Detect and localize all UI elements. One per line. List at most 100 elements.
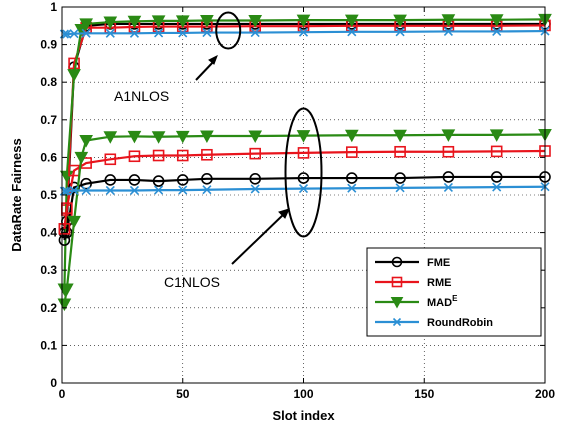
data-point-stroke <box>250 184 260 194</box>
data-point <box>201 173 213 185</box>
data-point <box>127 15 142 29</box>
data-point <box>69 29 79 39</box>
legend-label: RME <box>427 277 451 289</box>
data-point <box>347 183 357 193</box>
data-point <box>347 27 357 37</box>
data-point-stroke <box>202 28 212 38</box>
data-point <box>104 153 117 166</box>
data-point <box>201 148 213 161</box>
data-point <box>344 14 359 28</box>
data-point-stroke <box>492 26 502 37</box>
data-point-stroke <box>105 28 115 38</box>
scenario-group <box>57 13 552 297</box>
data-point-stroke <box>443 182 453 193</box>
data-point <box>489 14 504 27</box>
data-point <box>490 145 503 158</box>
data-point <box>202 185 212 195</box>
data-point <box>492 182 502 192</box>
data-point <box>105 185 115 196</box>
grid <box>62 7 545 383</box>
data-point-stroke <box>392 317 402 327</box>
data-point <box>67 215 81 229</box>
data-point <box>392 317 402 327</box>
ticks: 0 50 100 150 200 0 0.1 0.2 0.3 0.4 0.5 0.6 0.7 0.8 0.9… <box>40 0 555 401</box>
series-roundrobin <box>59 26 550 39</box>
y-tick-label: 0.2 <box>40 301 57 315</box>
data-point <box>58 223 71 235</box>
annotations: A1NLOS C1NLOS <box>114 11 323 290</box>
data-point <box>62 29 72 39</box>
data-point <box>391 256 403 268</box>
annotation-ellipse <box>284 107 323 238</box>
data-point <box>81 28 91 38</box>
series-line <box>64 185 546 193</box>
data-point <box>176 174 189 186</box>
data-point <box>62 186 72 196</box>
data-point <box>296 14 311 28</box>
annotation-label: C1NLOS <box>164 274 220 290</box>
y-tick-label: 0.7 <box>40 113 57 127</box>
series-line <box>63 175 545 241</box>
data-point <box>127 130 142 144</box>
data-point-stroke <box>69 29 79 39</box>
data-point-stroke <box>298 184 309 194</box>
annotation-arrow <box>195 59 216 81</box>
data-point-stroke <box>154 185 164 195</box>
data-point <box>297 147 310 159</box>
data-point <box>202 28 212 38</box>
data-point <box>249 173 261 185</box>
data-point <box>393 14 407 28</box>
data-point <box>151 15 166 28</box>
data-point-stroke <box>395 27 405 37</box>
data-point <box>390 297 404 309</box>
data-point <box>443 182 453 193</box>
legend-label: RoundRobin <box>427 317 493 329</box>
data-point <box>442 171 455 183</box>
x-tick-label: 100 <box>293 387 313 401</box>
data-point <box>248 15 263 28</box>
x-tick-label: 200 <box>535 387 555 401</box>
data-point <box>79 134 93 148</box>
legend-item-rme: RME <box>375 276 451 289</box>
data-point <box>345 146 358 158</box>
data-point-stroke <box>81 28 91 38</box>
legend-label: MADE <box>427 294 458 309</box>
x-tick-label: 50 <box>176 387 190 401</box>
data-point <box>492 26 502 37</box>
data-point <box>391 276 403 288</box>
y-tick-label: 0 <box>50 376 57 390</box>
data-point <box>178 185 188 195</box>
legend-superscript: E <box>452 294 458 303</box>
annotation-arrow <box>231 212 286 265</box>
data-point-stroke <box>347 27 357 37</box>
y-tick-label: 0.3 <box>40 263 57 277</box>
data-point <box>297 172 310 184</box>
legend-label: FME <box>427 257 450 269</box>
data-point <box>154 185 164 195</box>
data-point <box>394 145 406 158</box>
data-point <box>129 185 140 196</box>
data-point <box>154 28 164 38</box>
data-point <box>298 27 309 37</box>
y-tick-label: 0.8 <box>40 75 57 89</box>
data-point <box>489 129 504 142</box>
data-point <box>67 69 81 82</box>
y-tick-label: 0.5 <box>40 188 57 202</box>
data-point <box>68 181 80 194</box>
data-point <box>104 174 117 186</box>
data-point <box>394 172 406 184</box>
series-line <box>63 22 545 233</box>
data-point-stroke <box>202 185 212 195</box>
data-point <box>151 131 166 144</box>
data-point <box>81 185 91 196</box>
data-point-stroke <box>69 185 79 196</box>
x-axis-title: Slot index <box>272 408 335 423</box>
x-tick-label: 150 <box>414 387 434 401</box>
data-point-stroke <box>81 185 91 196</box>
data-point <box>345 172 358 184</box>
data-point-stroke <box>105 185 115 196</box>
data-point <box>441 129 456 142</box>
data-point <box>57 298 72 312</box>
data-point <box>128 150 141 163</box>
